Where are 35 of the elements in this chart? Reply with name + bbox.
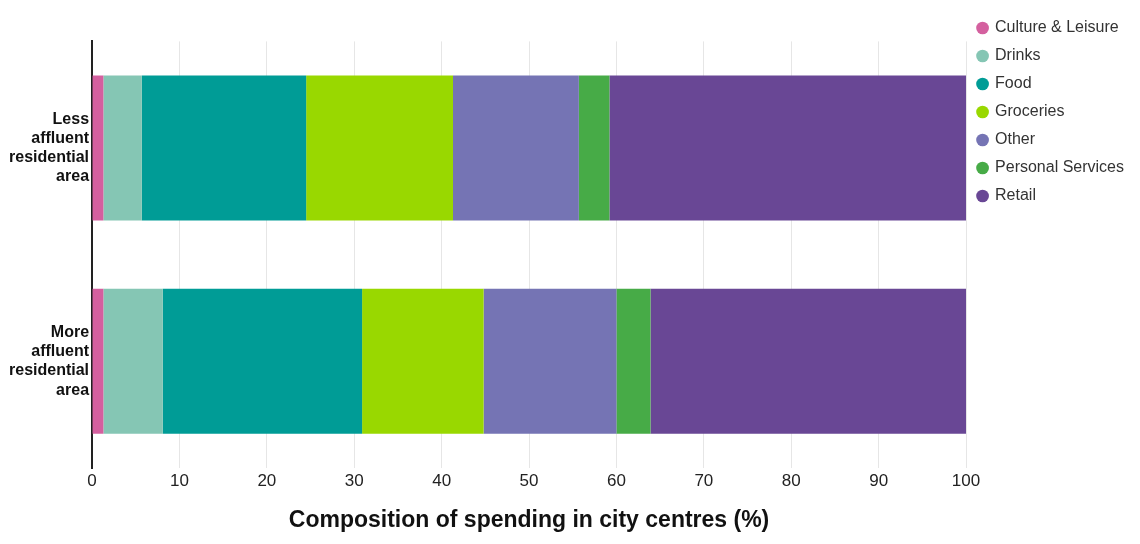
bar bbox=[483, 288, 617, 434]
bar bbox=[650, 288, 967, 434]
legend-label: Retail bbox=[995, 186, 1036, 204]
legend-label: Drinks bbox=[995, 46, 1041, 64]
x-tick-label: 40 bbox=[432, 470, 452, 490]
x-tick-label: 30 bbox=[344, 470, 364, 490]
legend-label: Groceries bbox=[995, 102, 1065, 120]
bar bbox=[92, 288, 104, 434]
x-tick-label: 0 bbox=[87, 470, 97, 490]
x-tick-label: 20 bbox=[257, 470, 277, 490]
bar bbox=[162, 288, 363, 434]
x-tick-label: 70 bbox=[694, 470, 714, 490]
y-tick-label: More affluent residential area bbox=[9, 322, 90, 398]
bar bbox=[453, 75, 579, 221]
bar bbox=[103, 75, 142, 221]
bar bbox=[103, 288, 163, 434]
bar bbox=[578, 75, 610, 221]
x-tick-label: 10 bbox=[169, 470, 189, 490]
bar bbox=[141, 75, 307, 221]
bar bbox=[306, 75, 453, 221]
x-tick-label: 100 bbox=[951, 470, 981, 490]
x-tick-label: 90 bbox=[869, 470, 889, 490]
legend-label: Culture & Leisure bbox=[995, 18, 1119, 36]
bar bbox=[609, 75, 967, 221]
bar bbox=[362, 288, 484, 434]
legend-label: Other bbox=[995, 130, 1036, 148]
x-tick-label: 60 bbox=[606, 470, 626, 490]
x-axis-title: Composition of spending in city centres (%) bbox=[288, 505, 770, 532]
x-tick-label: 50 bbox=[519, 470, 539, 490]
bar bbox=[616, 288, 651, 434]
bar bbox=[92, 75, 104, 221]
legend-label: Food bbox=[995, 74, 1032, 92]
legend-label: Personal Services bbox=[995, 158, 1125, 176]
y-tick-label: Less affluent residential area bbox=[9, 109, 90, 185]
x-tick-label: 80 bbox=[781, 470, 801, 490]
